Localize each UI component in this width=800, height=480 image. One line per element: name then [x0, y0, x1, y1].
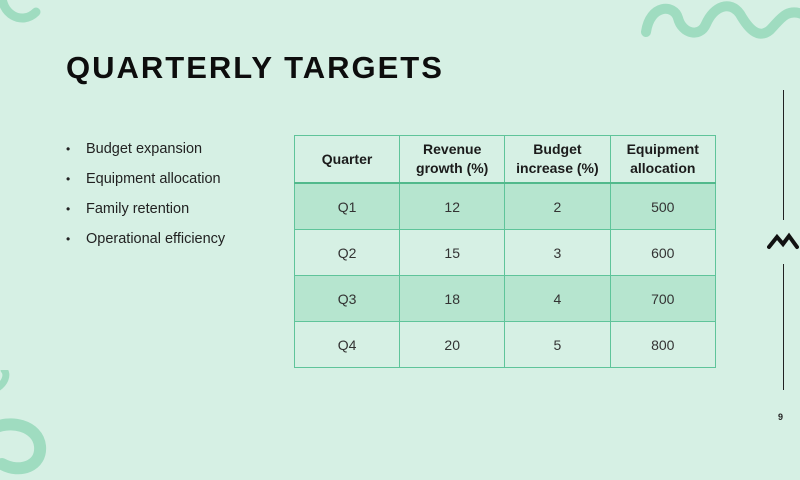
top-left-swirl-decoration — [0, 0, 41, 23]
cell-quarter: Q2 — [293, 229, 401, 276]
cell-budget-increase: 2 — [504, 182, 611, 230]
header-equipment-allocation-line2: allocation — [630, 160, 696, 176]
right-rail-line-top — [783, 90, 784, 220]
slide-title: QUARTERLY TARGETS — [66, 50, 444, 85]
bullet-icon: • — [66, 142, 71, 156]
page-number: 9 — [778, 412, 784, 422]
cell-equipment-allocation: 600 — [609, 229, 717, 276]
cell-revenue-growth: 20 — [399, 321, 506, 368]
bullet-item: • Operational efficiency — [66, 228, 225, 258]
cell-budget-increase: 3 — [504, 229, 611, 276]
cell-equipment-allocation: 800 — [609, 321, 717, 368]
right-rail-line-bottom — [783, 264, 784, 390]
table-row: Q3 18 4 700 — [293, 275, 717, 322]
header-equipment-allocation-line1: Equipment — [626, 141, 699, 157]
table-header-row: Quarter Revenue growth (%) Budget increa… — [293, 135, 717, 184]
header-budget-increase-line2: increase (%) — [516, 160, 599, 176]
header-quarter: Quarter — [293, 135, 401, 184]
header-revenue-growth-line2: growth (%) — [416, 160, 489, 176]
header-revenue-growth-line1: Revenue — [423, 141, 482, 157]
bullet-text: Budget expansion — [86, 141, 203, 157]
bottom-left-swirl-decoration — [0, 370, 47, 475]
cell-equipment-allocation: 500 — [609, 182, 717, 230]
brand-logo-icon — [767, 232, 799, 249]
header-budget-increase: Budget increase (%) — [504, 135, 611, 184]
cell-quarter: Q4 — [293, 321, 401, 368]
cell-quarter: Q3 — [293, 275, 401, 322]
table-row: Q2 15 3 600 — [293, 229, 717, 276]
cell-budget-increase: 5 — [504, 321, 611, 368]
bullet-icon: • — [66, 232, 71, 246]
bullet-text: Equipment allocation — [86, 171, 221, 187]
targets-table: Quarter Revenue growth (%) Budget increa… — [293, 135, 717, 368]
cell-quarter: Q1 — [293, 182, 401, 230]
top-right-squiggle-decoration — [641, 1, 800, 39]
table-row: Q4 20 5 800 — [293, 321, 717, 368]
header-quarter-label: Quarter — [321, 150, 373, 167]
bullet-icon: • — [66, 202, 71, 216]
header-revenue-growth: Revenue growth (%) — [399, 135, 506, 184]
bullet-text: Operational efficiency — [86, 231, 226, 247]
bullet-item: • Budget expansion — [66, 138, 225, 168]
bullet-text: Family retention — [86, 201, 190, 217]
bullet-icon: • — [66, 172, 71, 186]
cell-budget-increase: 4 — [504, 275, 611, 322]
bullet-item: • Family retention — [66, 198, 225, 228]
cell-revenue-growth: 12 — [399, 182, 506, 230]
table-row: Q1 12 2 500 — [293, 182, 717, 230]
cell-revenue-growth: 15 — [399, 229, 506, 276]
cell-revenue-growth: 18 — [399, 275, 506, 322]
header-equipment-allocation: Equipment allocation — [609, 135, 717, 184]
bullet-list: • Budget expansion • Equipment allocation … — [66, 138, 225, 258]
bullet-item: • Equipment allocation — [66, 168, 225, 198]
cell-equipment-allocation: 700 — [609, 275, 717, 322]
header-budget-increase-line1: Budget — [533, 141, 582, 157]
